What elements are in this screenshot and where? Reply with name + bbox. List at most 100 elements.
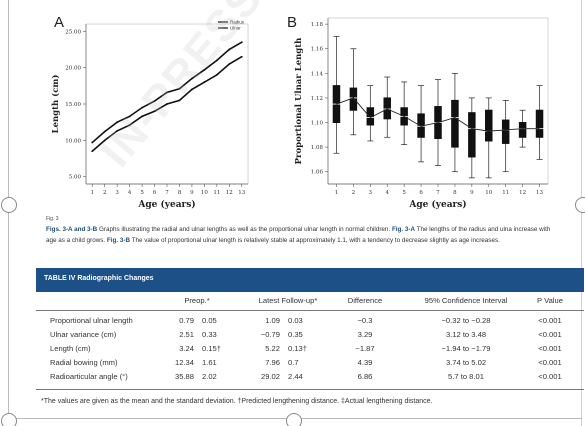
panel-b-label: B <box>287 14 298 31</box>
box-iqr <box>518 122 527 138</box>
data-point-ulnar <box>203 68 206 71</box>
cell-p-value: <0.001 <box>538 358 562 367</box>
data-point-radius <box>203 81 206 84</box>
row-label: Ulnar variance (cm) <box>50 330 117 339</box>
col-header-p-value: P Value <box>537 296 563 305</box>
y-tick-label: 15.00 <box>65 102 81 108</box>
y-tick-label: 1.10 <box>311 121 324 127</box>
caption-text-1: Graphs illustrating the radial and ulnar… <box>97 226 392 233</box>
data-point-ulnar <box>178 87 181 90</box>
y-tick-label: 1.14 <box>311 71 324 77</box>
binder-ring-left <box>1 197 17 213</box>
x-tick-label: 12 <box>226 190 233 196</box>
page-border-left <box>8 0 9 426</box>
caption-text-2: The lengths of the radius and ulna incre… <box>46 226 551 244</box>
y-tick-label: 1.16 <box>311 47 324 53</box>
data-point-ulnar <box>153 100 156 102</box>
table-footer-rule <box>36 389 584 390</box>
x-tick-label: 2 <box>352 190 356 196</box>
data-point-radius <box>91 150 94 153</box>
cell-preop-sd: 0.15† <box>202 344 222 353</box>
cell-preop-mean: 35.88 <box>174 372 194 381</box>
data-point-radius <box>191 88 193 91</box>
x-tick-label: 8 <box>453 190 457 196</box>
cell-difference: 4.39 <box>357 358 373 367</box>
cell-confidence-interval: 3.12 to 3.48 <box>445 330 487 339</box>
x-tick-label: 12 <box>519 190 526 196</box>
cell-followup-mean: 29.02 <box>260 372 280 381</box>
caption-fig-a-ref: Fig. 3-A <box>391 226 416 233</box>
x-axis-title: Age (years) <box>137 199 195 210</box>
cell-followup-sd: 0.13† <box>288 344 308 353</box>
cell-preop-mean: 3.24 <box>179 344 194 353</box>
binder-ring-bottom-center <box>286 413 302 426</box>
data-point-ulnar <box>215 59 218 62</box>
x-tick-label: 4 <box>385 190 389 196</box>
y-tick-label: 10.00 <box>65 138 81 144</box>
data-point-radius <box>103 139 106 142</box>
cell-confidence-interval: −1.94 to −1.79 <box>441 344 491 353</box>
figure-caption: Figs. 3-A and 3-B Graphs illustrating th… <box>46 224 554 246</box>
x-axis-title: Age (years) <box>408 199 466 210</box>
cell-difference: 6.86 <box>357 372 373 381</box>
panel-a-label: A <box>54 14 65 31</box>
x-tick-label: 2 <box>103 190 107 196</box>
x-tick-label: 7 <box>165 190 169 196</box>
cell-preop-sd: 0.05 <box>202 316 217 325</box>
row-label: Length (cm) <box>50 344 91 353</box>
data-point-radius <box>228 63 231 65</box>
cell-preop-mean: 12.34 <box>174 358 194 367</box>
binder-ring-right <box>575 197 585 213</box>
x-tick-label: 8 <box>178 190 182 196</box>
data-point-radius <box>166 103 168 105</box>
cell-followup-mean: 1.09 <box>265 316 280 325</box>
legend-label-ulnar: Ulnar <box>230 26 241 31</box>
data-point-radius <box>128 124 131 126</box>
x-tick-label: 3 <box>115 190 119 196</box>
cell-p-value: <0.001 <box>538 344 562 353</box>
cell-difference: −0.3 <box>357 316 373 325</box>
box-iqr <box>468 112 476 158</box>
data-point-radius <box>116 130 119 132</box>
x-tick-label: 1 <box>90 190 94 196</box>
data-point-ulnar <box>91 141 94 144</box>
cell-preop-sd: 0.33 <box>202 330 217 339</box>
x-tick-label: 5 <box>140 190 144 196</box>
x-tick-label: 11 <box>502 190 509 196</box>
box-iqr <box>535 109 544 138</box>
col-header-preop: Preop.* <box>184 296 210 305</box>
cell-followup-mean: −0.79 <box>260 330 280 339</box>
page-border-right <box>581 0 582 426</box>
data-point-ulnar <box>228 48 231 51</box>
row-label: Radioarticular angle (°) <box>50 372 128 381</box>
box-iqr <box>451 99 459 148</box>
x-tick-label: 3 <box>369 190 373 196</box>
caption-text-3: The value of proportional ulnar length i… <box>130 237 500 244</box>
y-axis-title: Length (cm) <box>50 75 61 134</box>
row-label: Radial bowing (mm) <box>50 358 118 367</box>
col-header-difference: Difference <box>347 296 383 305</box>
binder-ring-bottom-left <box>1 413 17 426</box>
table-footnote: *The values are given as the mean and th… <box>41 398 433 405</box>
legend-label-radius: Radius <box>230 20 245 25</box>
caption-fig-b-ref: Fig. 3-B <box>106 237 130 244</box>
y-axis-title: Proportional Ulnar Length <box>294 38 304 165</box>
data-point-ulnar <box>116 121 119 124</box>
y-tick-label: 1.08 <box>311 145 324 151</box>
x-tick-label: 1 <box>335 190 339 196</box>
cell-preop-mean: 2.51 <box>179 330 194 339</box>
box-iqr <box>501 119 510 144</box>
cell-difference: −1.87 <box>355 344 375 353</box>
data-point-radius <box>178 99 181 102</box>
data-point-ulnar <box>128 115 131 118</box>
data-point-ulnar <box>141 106 143 109</box>
cell-p-value: <0.001 <box>538 316 562 325</box>
cell-p-value: <0.001 <box>538 330 562 339</box>
col-header-confidence-interval: 95% Confidence Interval <box>424 296 508 305</box>
x-tick-label: 10 <box>201 190 208 196</box>
table-title: TABLE IV Radiographic Changes <box>44 275 154 282</box>
cell-confidence-interval: 3.74 to 5.02 <box>445 358 487 367</box>
row-label: Proportional ulnar length <box>50 316 133 325</box>
x-tick-label: 10 <box>485 190 492 196</box>
